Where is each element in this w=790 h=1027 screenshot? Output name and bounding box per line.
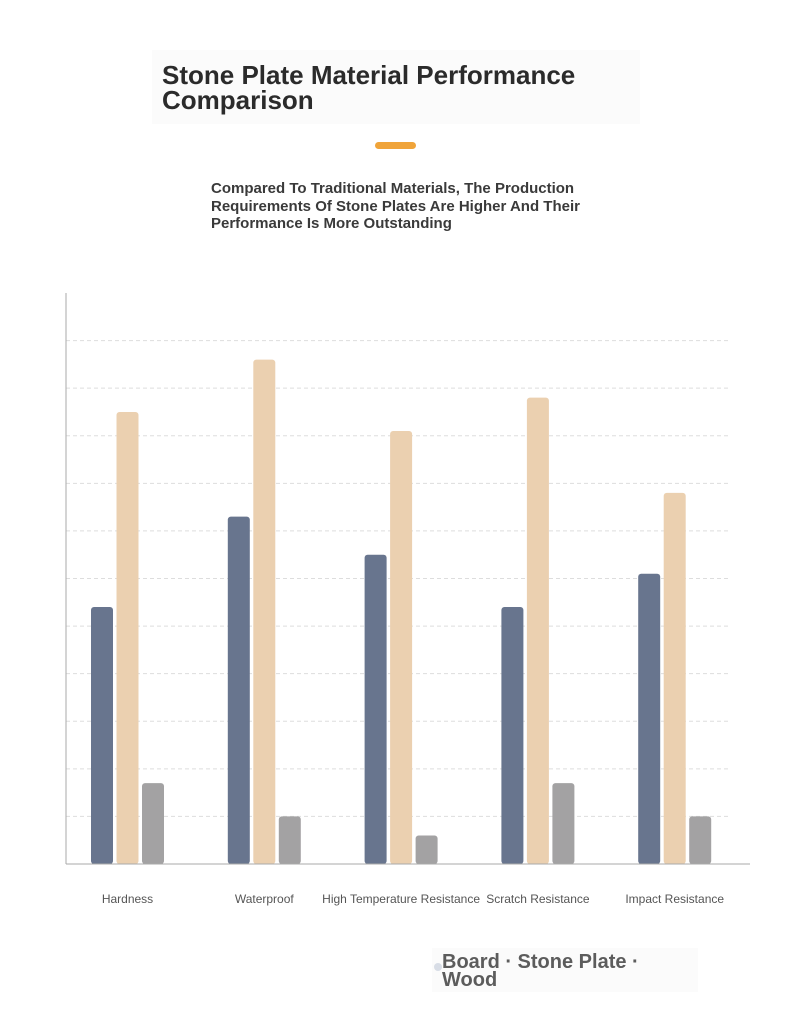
tick-labels: Hardness Waterproof High Temperature Resis… bbox=[102, 892, 725, 906]
bar bbox=[91, 607, 113, 864]
legend-marker bbox=[434, 963, 442, 971]
bar bbox=[638, 573, 661, 864]
bar bbox=[142, 783, 164, 864]
x-tick-label: Waterproof bbox=[235, 892, 295, 906]
legend-text: Board · Stone Plate · Wood bbox=[442, 951, 639, 991]
bar bbox=[526, 397, 549, 864]
bar bbox=[689, 816, 712, 864]
x-tick-label: High Temperature Resistance bbox=[322, 892, 480, 906]
page-title: Stone Plate Material Performance Compari… bbox=[162, 60, 576, 115]
bar bbox=[278, 816, 301, 864]
bar bbox=[415, 835, 438, 864]
bar bbox=[390, 430, 413, 864]
bar bbox=[116, 411, 139, 864]
title-box bbox=[152, 50, 640, 124]
bar bbox=[501, 607, 524, 864]
accent-bar bbox=[375, 142, 416, 149]
bar bbox=[364, 554, 387, 864]
x-tick-label: Scratch Resistance bbox=[486, 892, 590, 906]
legend bbox=[432, 948, 698, 992]
axes bbox=[65, 293, 750, 865]
bar bbox=[663, 492, 686, 864]
page-subtitle: Compared To Traditional Materials, The P… bbox=[211, 180, 580, 232]
bars bbox=[91, 359, 712, 864]
bar bbox=[552, 783, 575, 864]
bar bbox=[253, 359, 276, 864]
bar bbox=[227, 516, 250, 864]
x-tick-label: Hardness bbox=[102, 892, 153, 906]
x-tick-label: Impact Resistance bbox=[625, 892, 724, 906]
